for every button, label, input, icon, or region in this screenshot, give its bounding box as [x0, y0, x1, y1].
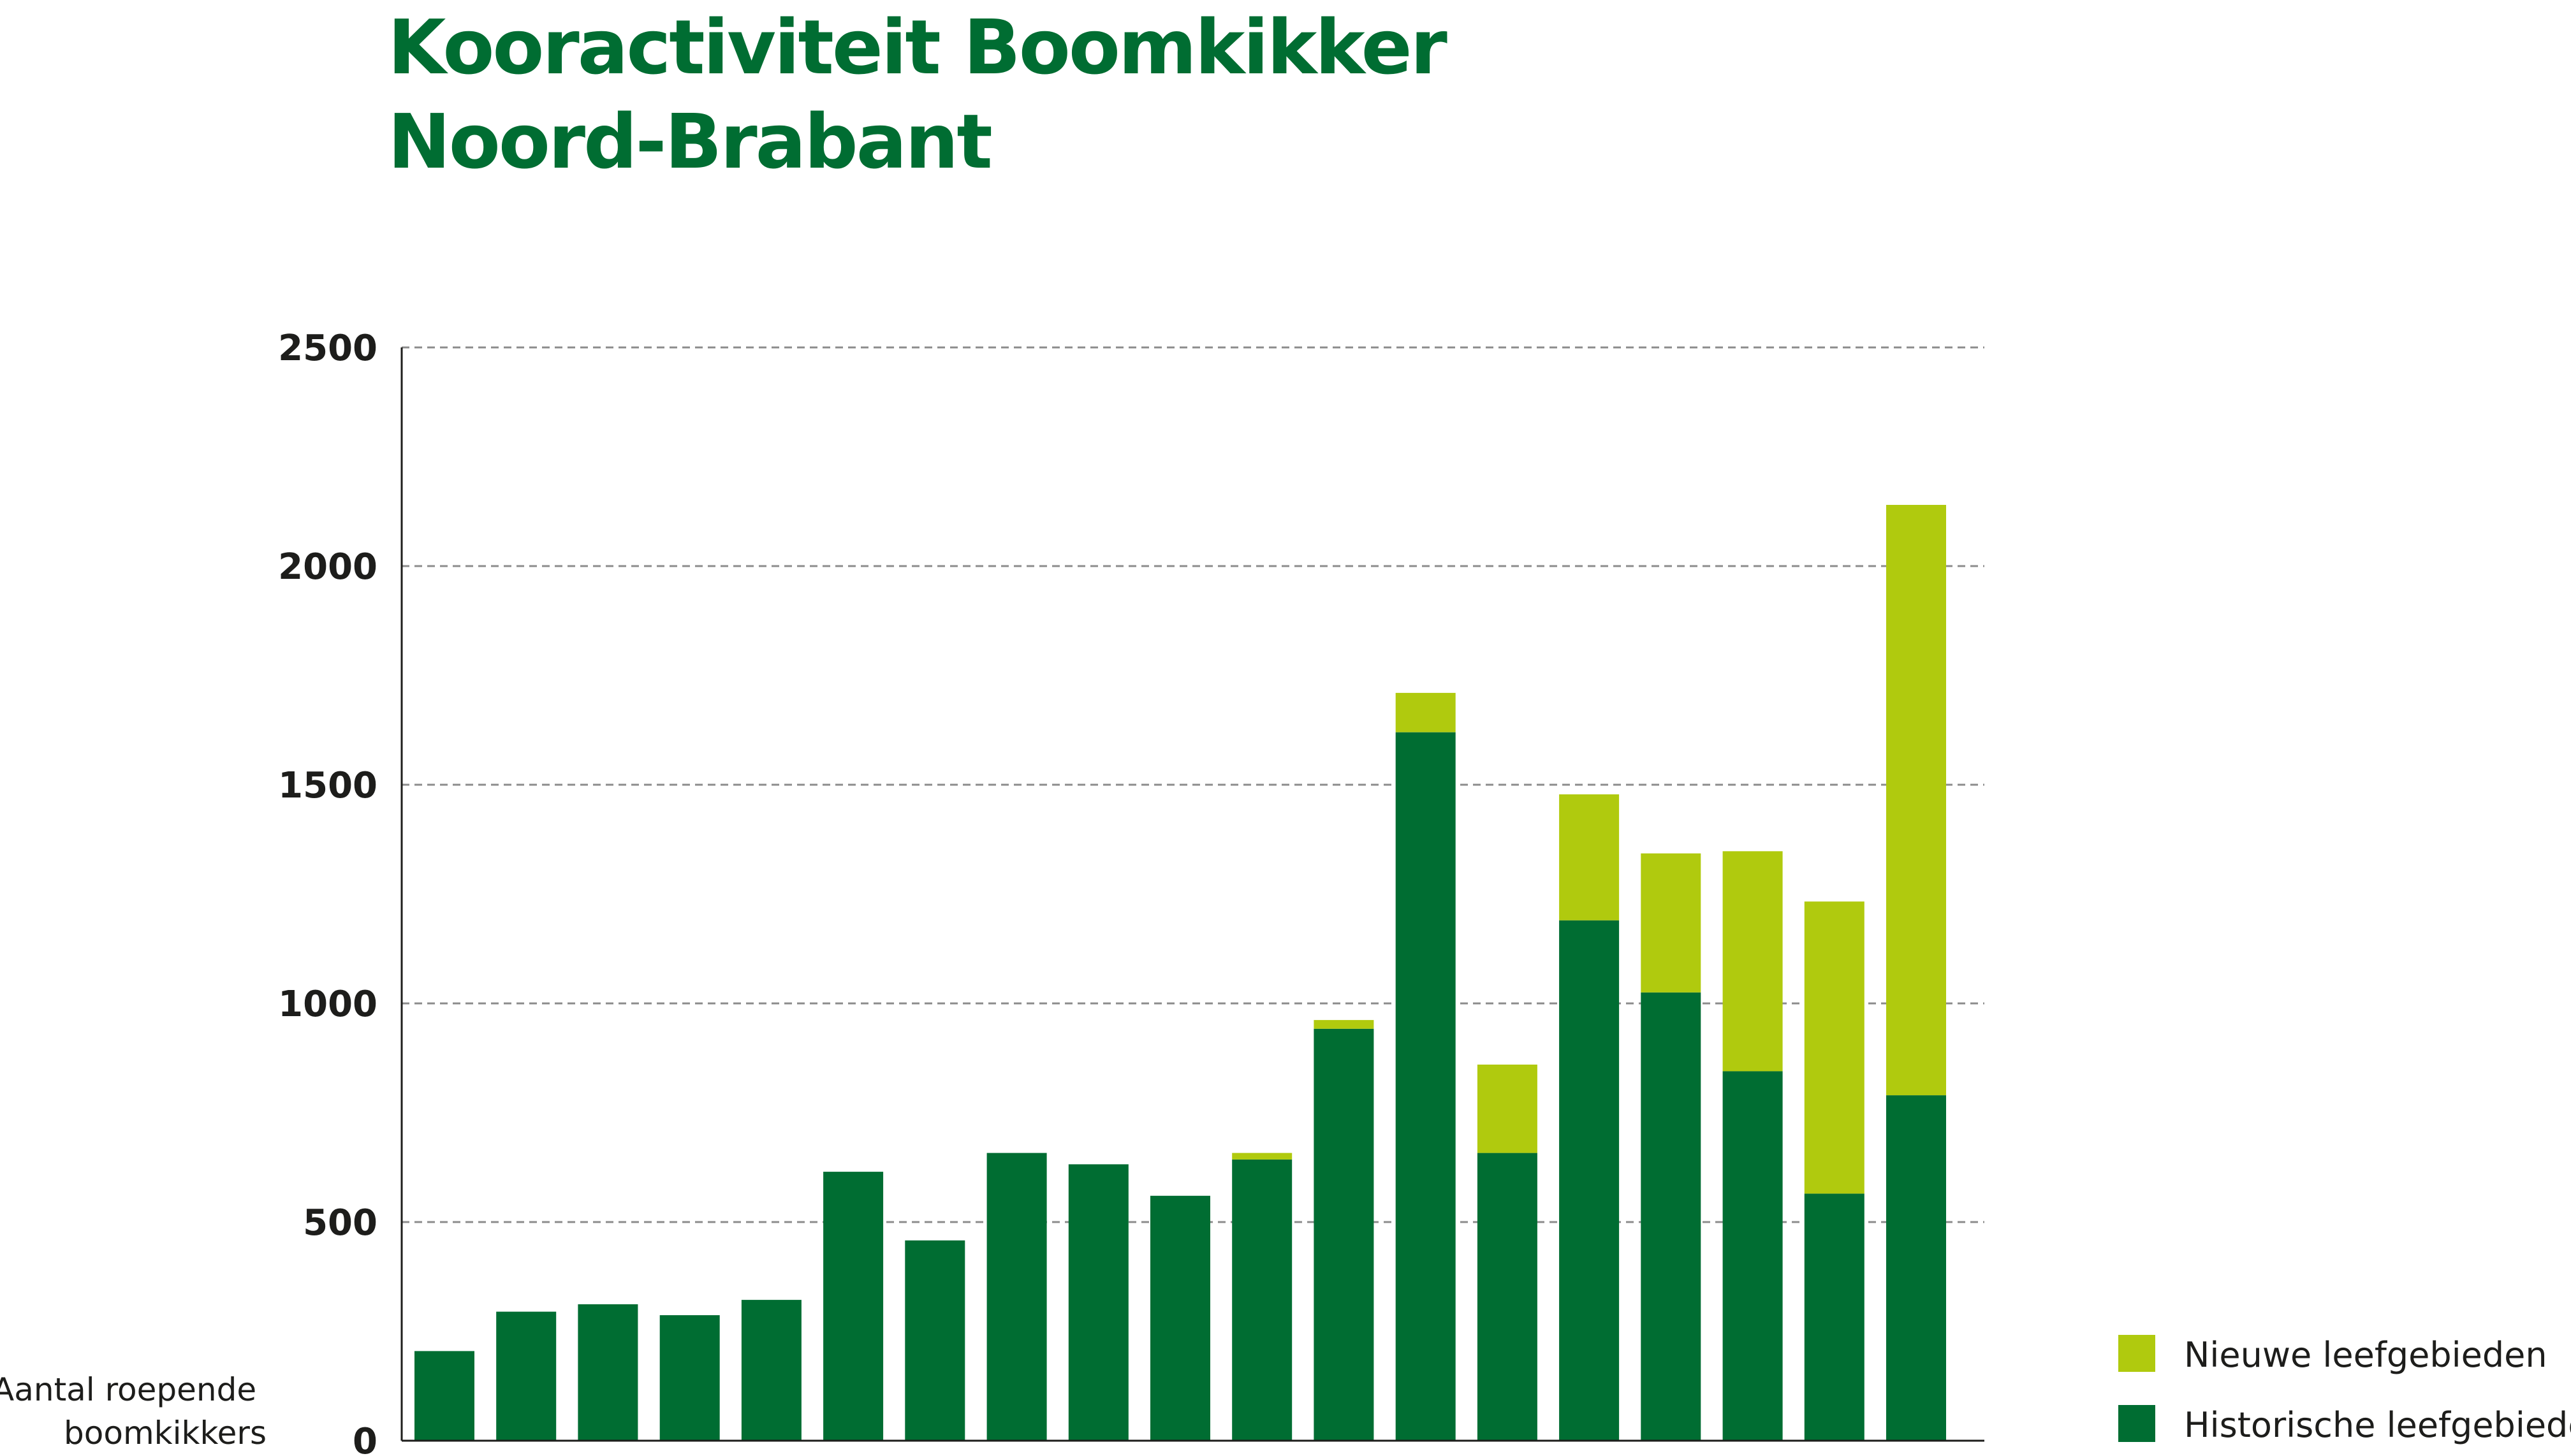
bar-historisch-1	[414, 1351, 474, 1441]
bar-historisch-10	[1150, 1195, 1210, 1441]
bar-historisch-7	[905, 1240, 965, 1441]
legend-label-historische-leefgebieden: Historische leefgebieden	[2184, 1405, 2571, 1445]
bar-historisch-6	[823, 1172, 884, 1441]
chart-title: Kooractiviteit Boomkikker Noord-Brabant	[388, 0, 1447, 189]
y-tick-label-500: 500	[303, 1202, 377, 1244]
bar-historisch-17	[1722, 1071, 1783, 1441]
legend-swatch-historische-leefgebieden	[2118, 1405, 2155, 1442]
y-tick-labels: 0 500 1000 1500 2000 2500	[278, 328, 377, 1456]
bar-nieuw-19	[1886, 505, 1946, 1096]
bar-nieuw-18	[1804, 901, 1864, 1194]
bar-historisch-14	[1477, 1153, 1537, 1441]
bar-nieuw-16	[1641, 853, 1701, 993]
y-tick-label-1500: 1500	[278, 765, 377, 806]
chart-title-line-1: Kooractiviteit Boomkikker	[388, 3, 1447, 91]
bar-historisch-5	[741, 1300, 802, 1441]
legend-label-nieuwe-leefgebieden: Nieuwe leefgebieden	[2184, 1335, 2547, 1375]
bar-nieuw-15	[1559, 794, 1620, 921]
y-tick-label-2500: 2500	[278, 328, 377, 369]
y-tick-label-2000: 2000	[278, 546, 377, 588]
bar-historisch-4	[659, 1315, 720, 1441]
bar-historisch-2	[496, 1311, 557, 1441]
bar-historisch-13	[1395, 732, 1456, 1441]
bar-historisch-18	[1804, 1193, 1864, 1441]
legend-swatch-nieuwe-leefgebieden	[2118, 1335, 2155, 1372]
bar-historisch-15	[1559, 920, 1620, 1441]
bar-historisch-16	[1641, 992, 1701, 1441]
bar-nieuw-12	[1314, 1020, 1374, 1029]
y-axis-label: Aantal roepende boomkikkers	[0, 1371, 267, 1452]
bar-nieuw-11	[1232, 1153, 1293, 1160]
bar-historisch-8	[986, 1153, 1047, 1441]
chart-title-line-2: Noord-Brabant	[388, 98, 993, 186]
y-axis-label-line-1: Aantal roepende	[0, 1371, 256, 1408]
y-tick-label-0: 0	[353, 1421, 377, 1456]
bar-nieuw-17	[1722, 851, 1783, 1072]
axes	[400, 347, 1984, 1442]
bar-historisch-19	[1886, 1095, 1946, 1441]
y-axis-label-line-2: boomkikkers	[64, 1415, 267, 1452]
bars	[414, 505, 1946, 1441]
bar-historisch-12	[1314, 1028, 1374, 1441]
bar-nieuw-14	[1477, 1065, 1537, 1153]
bar-historisch-3	[578, 1304, 638, 1441]
bar-historisch-11	[1232, 1159, 1293, 1441]
legend: Nieuwe leefgebieden Historische leefgebi…	[2118, 1335, 2571, 1445]
y-tick-label-1000: 1000	[278, 984, 377, 1025]
bar-historisch-9	[1068, 1164, 1129, 1441]
bar-nieuw-13	[1395, 692, 1456, 732]
